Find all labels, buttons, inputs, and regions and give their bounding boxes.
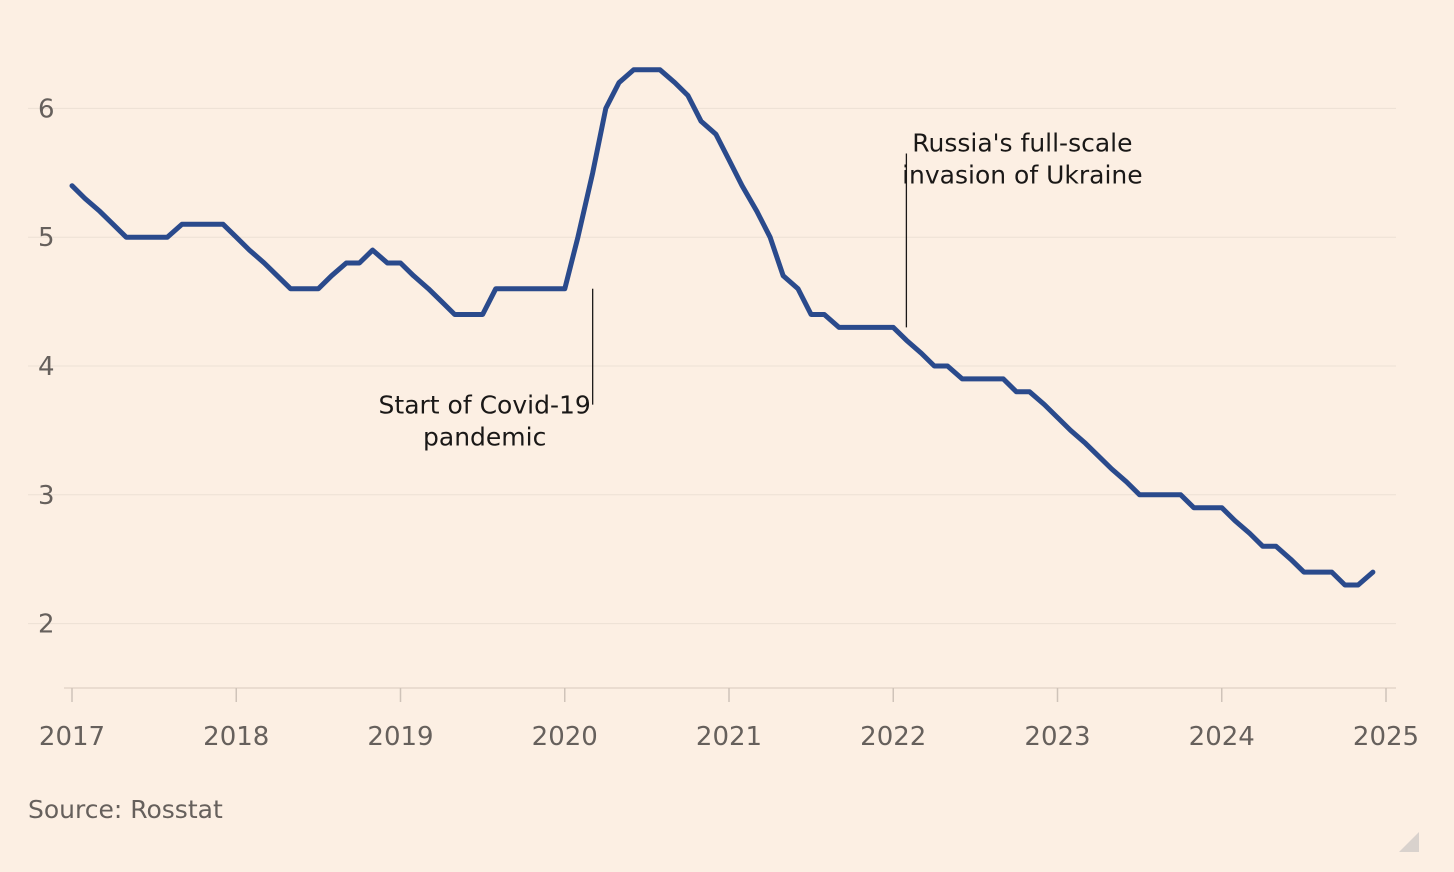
- annotation-label: pandemic: [423, 423, 546, 452]
- annotation-label: Russia's full-scale: [912, 128, 1132, 157]
- x-tick-label: 2017: [39, 722, 105, 752]
- x-tick-label: 2019: [367, 722, 433, 752]
- x-axis: 2017 2018 2019 2020 2021 2022 2023 2024 2025: [39, 687, 1419, 752]
- series: [69, 67, 1376, 588]
- y-tick-label: 3: [38, 481, 55, 511]
- series-line: [69, 67, 1376, 588]
- grid: [28, 107, 1396, 625]
- x-tick-label: 2021: [696, 722, 762, 752]
- y-axis: 2 3 4 5 6: [38, 94, 55, 639]
- annotation-label: Start of Covid-19: [379, 391, 591, 420]
- annotation-label: invasion of Ukraine: [902, 160, 1143, 189]
- y-tick-label: 5: [38, 223, 55, 253]
- x-tick-label: 2018: [203, 722, 269, 752]
- x-tick-label: 2024: [1189, 722, 1255, 752]
- x-tick-label: 2023: [1024, 722, 1090, 752]
- x-tick-label: 2025: [1353, 722, 1419, 752]
- source-note: Source: Rosstat: [28, 795, 223, 824]
- y-tick-label: 4: [38, 352, 55, 382]
- annotations: Start of Covid-19 pandemic Russia's full-s…: [379, 128, 1143, 451]
- line-chart: 2017 2018 2019 2020 2021 2022 2023 2024 2025 2 3 4…: [28, 67, 1419, 752]
- x-tick-label: 2020: [532, 722, 598, 752]
- y-tick-label: 6: [38, 94, 55, 124]
- y-tick-label: 2: [38, 610, 55, 640]
- x-tick-label: 2022: [860, 722, 926, 752]
- resize-corner-icon: [1399, 832, 1419, 852]
